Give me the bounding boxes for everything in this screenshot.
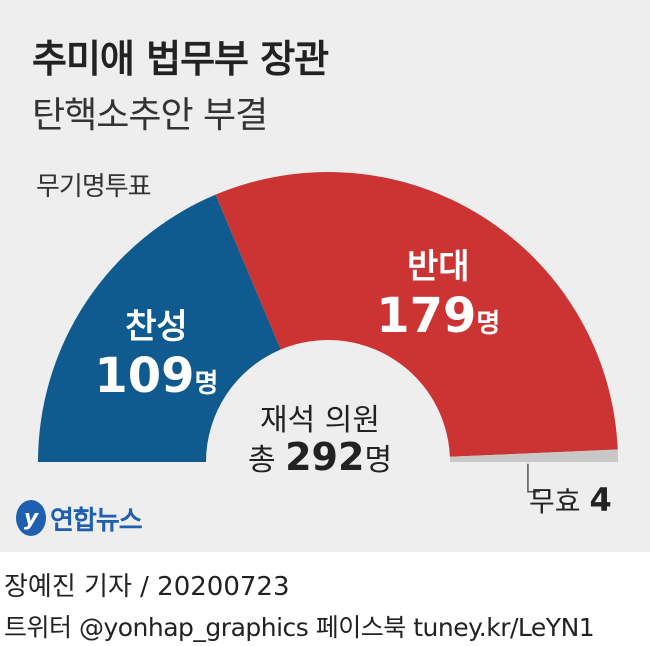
no-label: 반대 [407, 247, 470, 287]
yonhap-logo: y 연합뉴스 [16, 496, 143, 540]
page-subtitle: 탄핵소추안 부결 [32, 95, 268, 136]
total-unit: 명 [364, 443, 393, 478]
vote-type-label: 무기명투표 [36, 172, 152, 202]
slice-invalid [449, 449, 618, 462]
abstain-leader-line [527, 463, 540, 493]
social-links: 트위터 @yonhap_graphics 페이스북 tuney.kr/LeYN1 [4, 613, 595, 642]
graphic-panel: 추미애 법무부 장관 탄핵소추안 부결 무기명투표 찬성 109명 반대 179명 재… [0, 0, 650, 552]
yes-value: 109명 [94, 348, 218, 404]
abstain-label: 무효 [529, 485, 581, 518]
reporter-credit: 장예진 기자 / 20200723 [4, 572, 290, 602]
page-title: 추미애 법무부 장관 [32, 37, 329, 81]
abstain-value: 4 [589, 481, 612, 519]
no-value: 179명 [376, 288, 500, 344]
slice-yes [38, 194, 281, 462]
logo-text: 연합뉴스 [50, 505, 143, 536]
yonhap-logo-icon: y [16, 500, 46, 536]
total-prefix: 총 [247, 443, 276, 478]
total-value: 292 [285, 435, 365, 479]
abstain-callout: 무효 4 [529, 480, 612, 520]
yes-label: 찬성 [125, 307, 188, 347]
slice-no [215, 171, 618, 457]
